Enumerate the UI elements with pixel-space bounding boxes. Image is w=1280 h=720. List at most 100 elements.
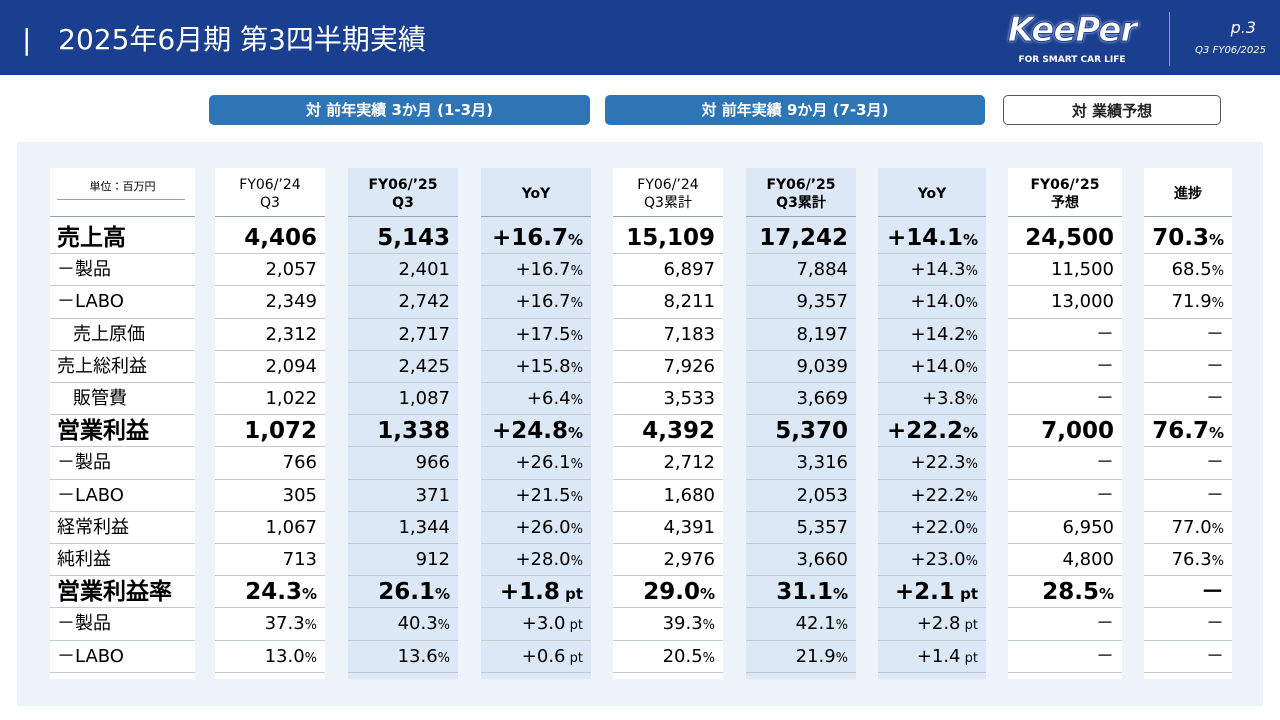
cell: － [1096, 323, 1114, 345]
row-rule [878, 510, 986, 512]
page-number: p.3 [1230, 18, 1256, 37]
cell: 6,897 [663, 259, 715, 281]
row-rule [746, 510, 856, 512]
header-rule [878, 216, 986, 217]
row-rule [1144, 446, 1232, 448]
cell: 13.6% [397, 645, 450, 667]
cell: － [1096, 484, 1114, 506]
row-label: －LABO [57, 484, 124, 506]
row-rule [215, 639, 325, 641]
cell: 4,800 [1062, 549, 1114, 570]
row-label: －LABO [57, 645, 124, 667]
row-rule [613, 317, 723, 319]
cell: 24.3% [245, 579, 317, 606]
cell: +15.8% [515, 355, 583, 377]
column-header: FY06/’24 [637, 177, 699, 193]
row-label: －LABO [57, 291, 124, 313]
cell: 1,072 [244, 418, 317, 445]
cell: +2.1 pt [894, 579, 978, 606]
row-rule [878, 575, 986, 577]
cell: 71.9% [1171, 291, 1224, 313]
cell: － [1206, 452, 1224, 474]
row-rule [50, 607, 195, 609]
cell: 13.0% [264, 645, 317, 667]
row-rule [481, 382, 591, 383]
row-rule [746, 607, 856, 609]
row-rule [348, 607, 458, 609]
column-bg [613, 168, 723, 679]
column-header: Q3累計 [776, 195, 826, 211]
row-rule [215, 671, 325, 673]
row-rule [1008, 639, 1122, 641]
row-rule [613, 543, 723, 544]
cell: 2,312 [265, 323, 317, 345]
cell: 1,338 [377, 418, 450, 445]
cell: +14.3% [910, 259, 978, 281]
cell: 7,926 [663, 355, 715, 377]
cell: +1.4 pt [916, 645, 978, 667]
row-rule [348, 285, 458, 287]
cell: 2,976 [663, 549, 715, 570]
column-header: YoY [521, 186, 551, 202]
cell: 3,669 [796, 388, 848, 409]
cell: 70.3% [1152, 225, 1224, 251]
row-label: 売上高 [57, 225, 126, 251]
cell: 4,406 [244, 225, 317, 251]
cell: 13,000 [1051, 291, 1114, 313]
row-rule [1144, 349, 1232, 351]
cell: +14.2% [910, 323, 978, 345]
cell: 2,053 [796, 484, 848, 506]
row-rule [878, 382, 986, 383]
header-rule [481, 216, 591, 217]
cell: － [1096, 355, 1114, 377]
row-rule [481, 285, 591, 287]
column-bg [481, 168, 591, 679]
row-rule [1008, 607, 1122, 609]
row-rule [1008, 446, 1122, 448]
row-rule [1144, 510, 1232, 512]
cell: +23.0% [910, 549, 978, 570]
header-rule [613, 216, 723, 217]
row-rule [481, 543, 591, 544]
cell: 8,197 [796, 323, 848, 345]
row-rule [50, 671, 195, 673]
cell: － [1096, 388, 1114, 409]
cell: 29.0% [643, 579, 715, 606]
row-label: 売上原価 [73, 323, 145, 345]
cell: +22.2% [886, 418, 978, 445]
cell: 912 [415, 549, 450, 570]
row-rule [215, 253, 325, 255]
cell: 7,000 [1041, 418, 1114, 445]
row-rule [50, 510, 195, 512]
header-rule [1144, 216, 1232, 217]
row-label: －製品 [57, 452, 111, 474]
row-rule [1008, 253, 1122, 255]
row-rule [878, 253, 986, 255]
cell: 2,717 [398, 323, 450, 345]
row-rule [348, 446, 458, 448]
row-label: 販管費 [73, 388, 127, 409]
cell: － [1201, 579, 1224, 606]
cell: － [1206, 323, 1224, 345]
row-rule [1144, 607, 1232, 609]
cell: +6.4% [526, 388, 583, 409]
cell: － [1206, 645, 1224, 667]
header-rule [1008, 216, 1122, 217]
cell: － [1206, 613, 1224, 635]
cell: +26.1% [515, 452, 583, 474]
row-rule [613, 639, 723, 641]
row-rule [1144, 317, 1232, 319]
header-rule [57, 199, 185, 200]
row-rule [1008, 382, 1122, 383]
row-rule [613, 253, 723, 255]
row-rule [613, 575, 723, 577]
row-rule [215, 607, 325, 609]
cell: +16.7% [515, 259, 583, 281]
row-rule [613, 607, 723, 609]
row-rule [481, 639, 591, 641]
row-rule [746, 414, 856, 416]
cell: +14.1% [886, 225, 978, 251]
row-rule [746, 349, 856, 351]
cell: 1,067 [265, 516, 317, 538]
